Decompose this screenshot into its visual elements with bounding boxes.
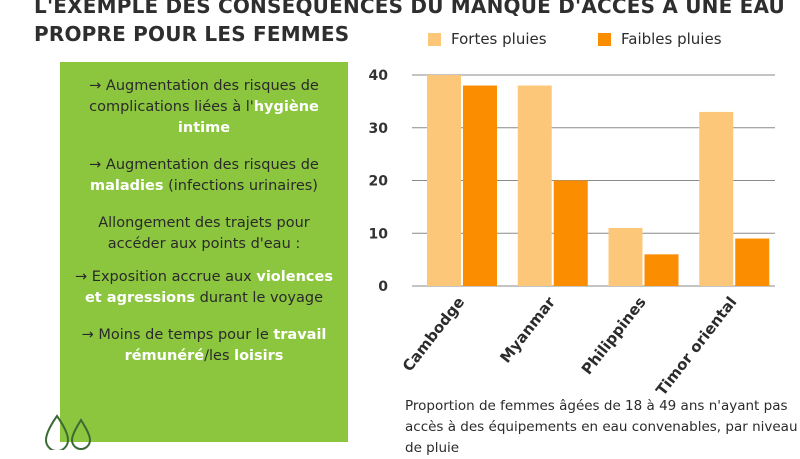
y-tick-label: 20 [369, 174, 389, 190]
y-tick-label: 30 [369, 121, 389, 137]
x-tick-label: Philippines [578, 293, 650, 378]
bar-chart: 0 10 20 30 40 Cambodge Myanmar Philippines Timor… [369, 68, 775, 395]
y-tick-label: 0 [378, 279, 388, 295]
highlight-travail: travail rémunéré [124, 327, 327, 364]
bar-fortes [517, 85, 552, 286]
x-tick-label: Cambodge [399, 293, 468, 375]
highlight-hygiene: hygiène intime [177, 99, 319, 136]
chart-title: L'EXEMPLE DES CONSÉQUENCES DU MANQUE D'A… [34, 0, 794, 48]
legend-label-faibles: Faibles pluies [621, 30, 722, 48]
legend-item-fortes: Fortes pluies [428, 30, 547, 48]
y-tick-label: 10 [369, 226, 389, 242]
bar-fortes [699, 111, 734, 286]
consequence-hygiene: → Augmentation des risques de complicati… [89, 78, 319, 136]
legend-swatch-fortes [428, 32, 441, 46]
highlight-maladies: maladies [90, 178, 164, 194]
bar-fortes [608, 227, 643, 286]
legend-item-faibles: Faibles pluies [598, 30, 722, 48]
bar-faibles [463, 85, 497, 286]
highlight-loisirs: loisirs [234, 348, 284, 364]
y-tick-label: 40 [369, 68, 389, 84]
title-line-1: L'EXEMPLE DES CONSÉQUENCES DU MANQUE D'A… [34, 0, 785, 18]
consequence-violences: → Exposition accrue aux violences et agr… [75, 269, 333, 306]
highlight-violences: violences et agressions [84, 269, 333, 306]
chart-caption: Proportion de femmes âgées de 18 à 49 an… [405, 398, 798, 456]
x-tick-label: Timor oriental [652, 293, 740, 395]
bar-faibles [735, 238, 770, 286]
title-line-2: PROPRE POUR LES FEMMES [34, 22, 350, 46]
legend-swatch-faibles [598, 32, 611, 46]
x-tick-label: Myanmar [496, 293, 559, 367]
bar-faibles [553, 180, 588, 286]
trajets-heading: Allongement des trajets pour accéder aux… [98, 215, 310, 252]
water-drops-icon [44, 414, 92, 450]
bar-faibles [644, 254, 679, 286]
bar-fortes [427, 75, 461, 286]
consequence-maladies: → Augmentation des risques de maladies (… [89, 157, 319, 194]
consequences-panel: → Augmentation des risques de complicati… [60, 62, 348, 442]
legend-label-fortes: Fortes pluies [451, 30, 547, 48]
consequence-temps: → Moins de temps pour le travail rémunér… [81, 327, 327, 364]
